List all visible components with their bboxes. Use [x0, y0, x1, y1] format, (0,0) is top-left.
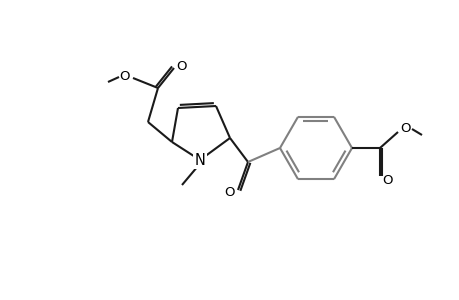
Text: O: O: [224, 185, 235, 199]
Text: O: O: [176, 59, 187, 73]
Text: O: O: [119, 70, 130, 83]
Text: O: O: [400, 122, 410, 134]
Text: O: O: [382, 173, 392, 187]
Text: N: N: [194, 152, 205, 167]
